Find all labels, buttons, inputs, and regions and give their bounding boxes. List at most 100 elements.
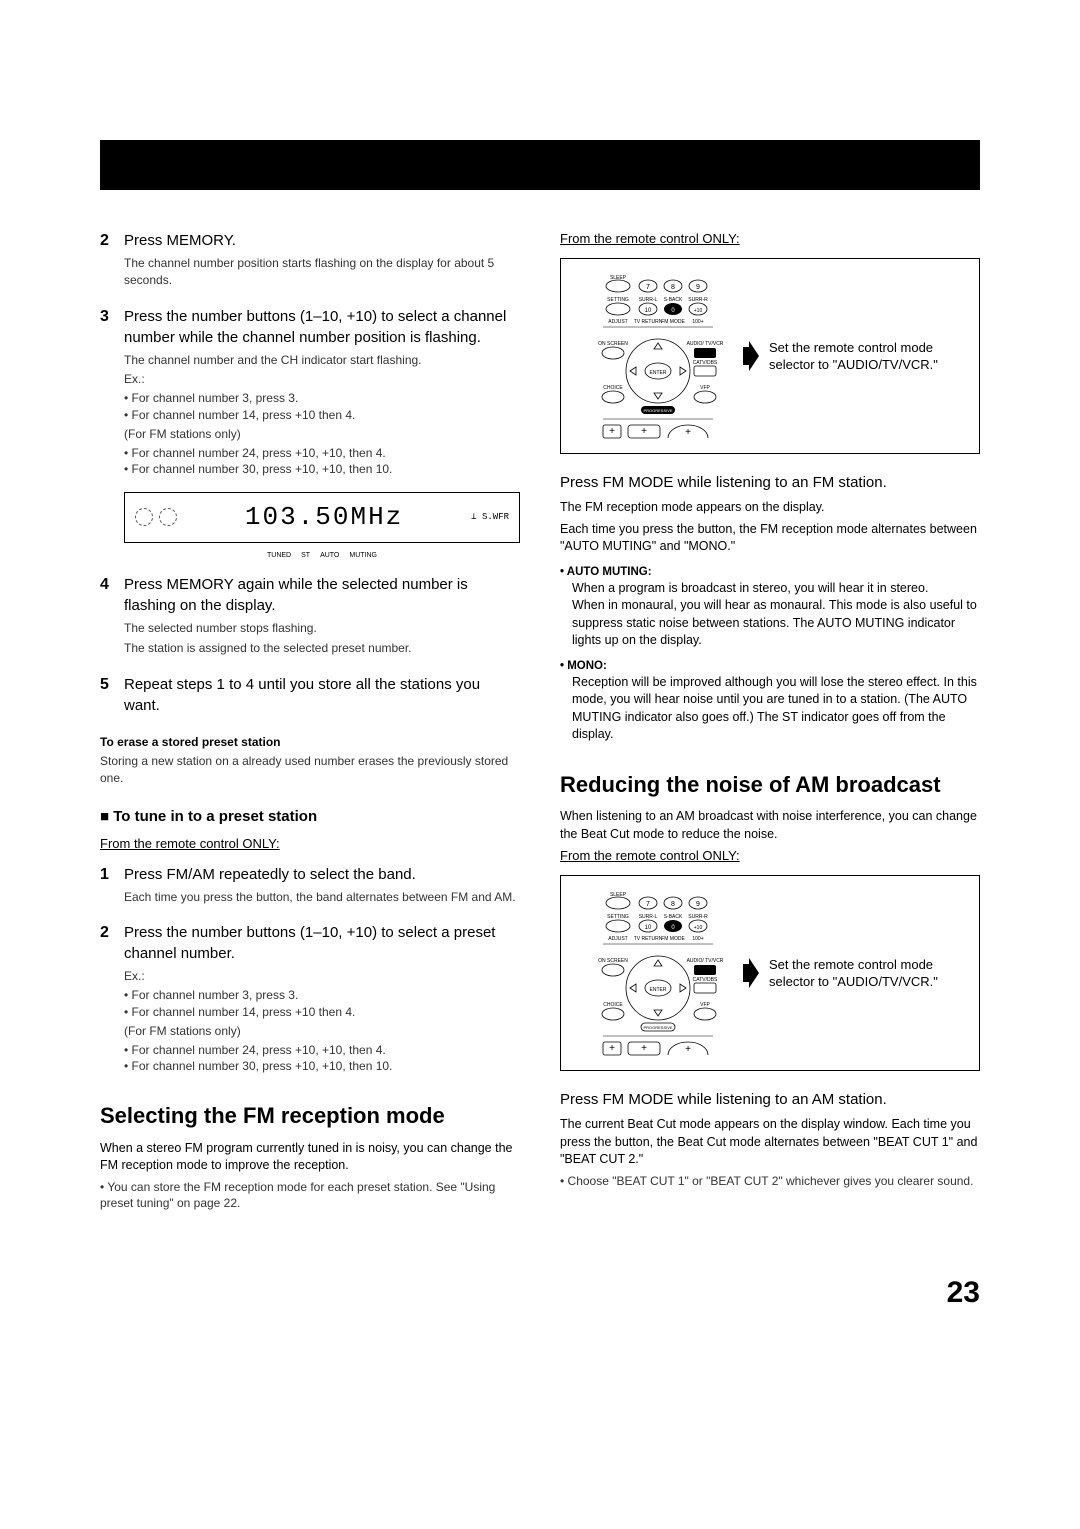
list-item: For channel number 14, press +10 then 4. bbox=[124, 407, 520, 424]
svg-text:TV RETURN: TV RETURN bbox=[634, 936, 663, 942]
remote-illustration: SLEEP 7 8 9 SETTING SURR-L S-BACK SURR-R… bbox=[573, 888, 733, 1058]
svg-text:SURR-L: SURR-L bbox=[639, 297, 658, 303]
svg-text:CHOICE: CHOICE bbox=[603, 385, 623, 391]
svg-text:10: 10 bbox=[645, 925, 652, 931]
paragraph: Each time you press the button, the FM r… bbox=[560, 521, 980, 556]
list-item: For channel number 24, press +10, +10, t… bbox=[124, 445, 520, 462]
svg-text:PROGRESSIVE: PROGRESSIVE bbox=[643, 408, 672, 413]
svg-text:PROGRESSIVE: PROGRESSIVE bbox=[643, 1025, 672, 1030]
svg-text:FM MODE: FM MODE bbox=[661, 936, 685, 942]
preset-step-1: 1 Press FM/AM repeatedly to select the b… bbox=[100, 864, 520, 909]
svg-text:SURR-R: SURR-R bbox=[688, 297, 708, 303]
svg-text:VFP: VFP bbox=[700, 1002, 710, 1008]
step-desc: The station is assigned to the selected … bbox=[124, 640, 520, 657]
example-label: Ex.: bbox=[124, 968, 520, 985]
left-column: 2 Press MEMORY. The channel number posit… bbox=[100, 230, 520, 1212]
svg-text:VFP: VFP bbox=[700, 385, 710, 391]
step-title: Press the number buttons (1–10, +10) to … bbox=[124, 306, 520, 348]
step-number: 2 bbox=[100, 230, 124, 292]
paragraph: The current Beat Cut mode appears on the… bbox=[560, 1116, 980, 1169]
am-mode-instruction: Press FM MODE while listening to an AM s… bbox=[560, 1089, 980, 1110]
arrow-icon bbox=[743, 341, 759, 371]
svg-text:+10: +10 bbox=[694, 308, 703, 314]
remote-illustration: SLEEP 7 8 9 SETTING SURR-L S-BACK SURR-R bbox=[573, 271, 733, 441]
svg-text:ADJUST: ADJUST bbox=[608, 936, 627, 942]
svg-text:AUDIO/ TV/VCR: AUDIO/ TV/VCR bbox=[687, 341, 724, 347]
list-item: For channel number 24, press +10, +10, t… bbox=[124, 1042, 520, 1059]
paragraph: When listening to an AM broadcast with n… bbox=[560, 808, 980, 843]
svg-text:8: 8 bbox=[671, 284, 675, 291]
step-title: Press MEMORY again while the selected nu… bbox=[124, 574, 520, 616]
fm-reception-heading: Selecting the FM reception mode bbox=[100, 1103, 520, 1129]
indicator: ST bbox=[301, 551, 310, 561]
list-item: Choose "BEAT CUT 1" or "BEAT CUT 2" whic… bbox=[560, 1173, 980, 1190]
svg-text:9: 9 bbox=[696, 284, 700, 291]
note-title: To erase a stored preset station bbox=[100, 734, 520, 751]
mode-desc: Reception will be improved although you … bbox=[572, 674, 980, 744]
paragraph: When a stereo FM program currently tuned… bbox=[100, 1140, 520, 1175]
remote-only-label: From the remote control ONLY: bbox=[100, 835, 520, 853]
indicator: AUTO bbox=[320, 551, 339, 561]
step-title: Press the number buttons (1–10, +10) to … bbox=[124, 922, 520, 964]
mono-mode: • MONO: Reception will be improved altho… bbox=[560, 658, 980, 744]
display-icon bbox=[159, 508, 177, 526]
step-desc: Each time you press the button, the band… bbox=[124, 889, 520, 906]
svg-text:7: 7 bbox=[646, 284, 650, 291]
step-desc: The channel number and the CH indicator … bbox=[124, 352, 520, 369]
fm-mode-instruction: Press FM MODE while listening to an FM s… bbox=[560, 472, 980, 493]
step-number: 1 bbox=[100, 864, 124, 909]
svg-text:ENTER: ENTER bbox=[650, 370, 667, 376]
svg-text:S-BACK: S-BACK bbox=[664, 914, 683, 920]
svg-text:100+: 100+ bbox=[692, 936, 703, 942]
am-noise-heading: Reducing the noise of AM broadcast bbox=[560, 772, 980, 798]
indicator: MUTING bbox=[349, 551, 377, 561]
svg-text:SURR-R: SURR-R bbox=[688, 914, 708, 920]
step-number: 5 bbox=[100, 674, 124, 720]
svg-text:FM MODE: FM MODE bbox=[661, 319, 685, 325]
page-number: 23 bbox=[100, 1272, 980, 1314]
svg-text:+: + bbox=[685, 427, 691, 438]
remote-only-label: From the remote control ONLY: bbox=[560, 230, 980, 248]
svg-text:SURR-L: SURR-L bbox=[639, 914, 658, 920]
tune-preset-heading: To tune in to a preset station bbox=[100, 806, 520, 827]
svg-text:+: + bbox=[641, 426, 647, 437]
example-list: For channel number 3, press 3. For chann… bbox=[124, 390, 520, 424]
step-number: 3 bbox=[100, 306, 124, 479]
mode-desc: When in monaural, you will hear as monau… bbox=[572, 597, 980, 650]
fm-list: For channel number 24, press +10, +10, t… bbox=[124, 1042, 520, 1076]
svg-text:+: + bbox=[641, 1043, 647, 1054]
svg-text:S-BACK: S-BACK bbox=[664, 297, 683, 303]
svg-text:8: 8 bbox=[671, 901, 675, 908]
svg-text:ON SCREEN: ON SCREEN bbox=[598, 958, 628, 964]
svg-text:+10: +10 bbox=[694, 925, 703, 931]
erase-note: To erase a stored preset station Storing… bbox=[100, 734, 520, 786]
fm-only-label: (For FM stations only) bbox=[124, 1023, 520, 1040]
remote-caption: Set the remote control mode selector to … bbox=[769, 956, 967, 991]
step-number: 2 bbox=[100, 922, 124, 1075]
list-item: For channel number 14, press +10 then 4. bbox=[124, 1004, 520, 1021]
step-2: 2 Press MEMORY. The channel number posit… bbox=[100, 230, 520, 292]
example-list: For channel number 3, press 3. For chann… bbox=[124, 987, 520, 1021]
svg-text:ON SCREEN: ON SCREEN bbox=[598, 341, 628, 347]
step-desc: The channel number position starts flash… bbox=[124, 255, 520, 289]
svg-text:9: 9 bbox=[696, 901, 700, 908]
note-desc: Storing a new station on a already used … bbox=[100, 753, 520, 787]
svg-text:7: 7 bbox=[646, 901, 650, 908]
svg-text:ENTER: ENTER bbox=[650, 987, 667, 993]
svg-text:10: 10 bbox=[645, 308, 652, 314]
page-content: 2 Press MEMORY. The channel number posit… bbox=[0, 230, 1080, 1354]
list-item: For channel number 30, press +10, +10, t… bbox=[124, 461, 520, 478]
auto-muting-mode: • AUTO MUTING: When a program is broadca… bbox=[560, 564, 980, 650]
preset-step-2: 2 Press the number buttons (1–10, +10) t… bbox=[100, 922, 520, 1075]
right-column: From the remote control ONLY: SLEEP 7 8 … bbox=[560, 230, 980, 1212]
step-4: 4 Press MEMORY again while the selected … bbox=[100, 574, 520, 660]
header-black-bar bbox=[100, 140, 980, 190]
svg-text:SETTING: SETTING bbox=[607, 914, 629, 920]
arrow-icon bbox=[743, 958, 759, 988]
svg-text:CHOICE: CHOICE bbox=[603, 1002, 623, 1008]
tuner-display: 103.50MHz ⊥ S.WFR bbox=[124, 492, 520, 542]
display-frequency: 103.50MHz bbox=[187, 499, 461, 535]
step-3: 3 Press the number buttons (1–10, +10) t… bbox=[100, 306, 520, 479]
step-title: Press FM/AM repeatedly to select the ban… bbox=[124, 864, 520, 885]
svg-text:+: + bbox=[609, 426, 615, 437]
